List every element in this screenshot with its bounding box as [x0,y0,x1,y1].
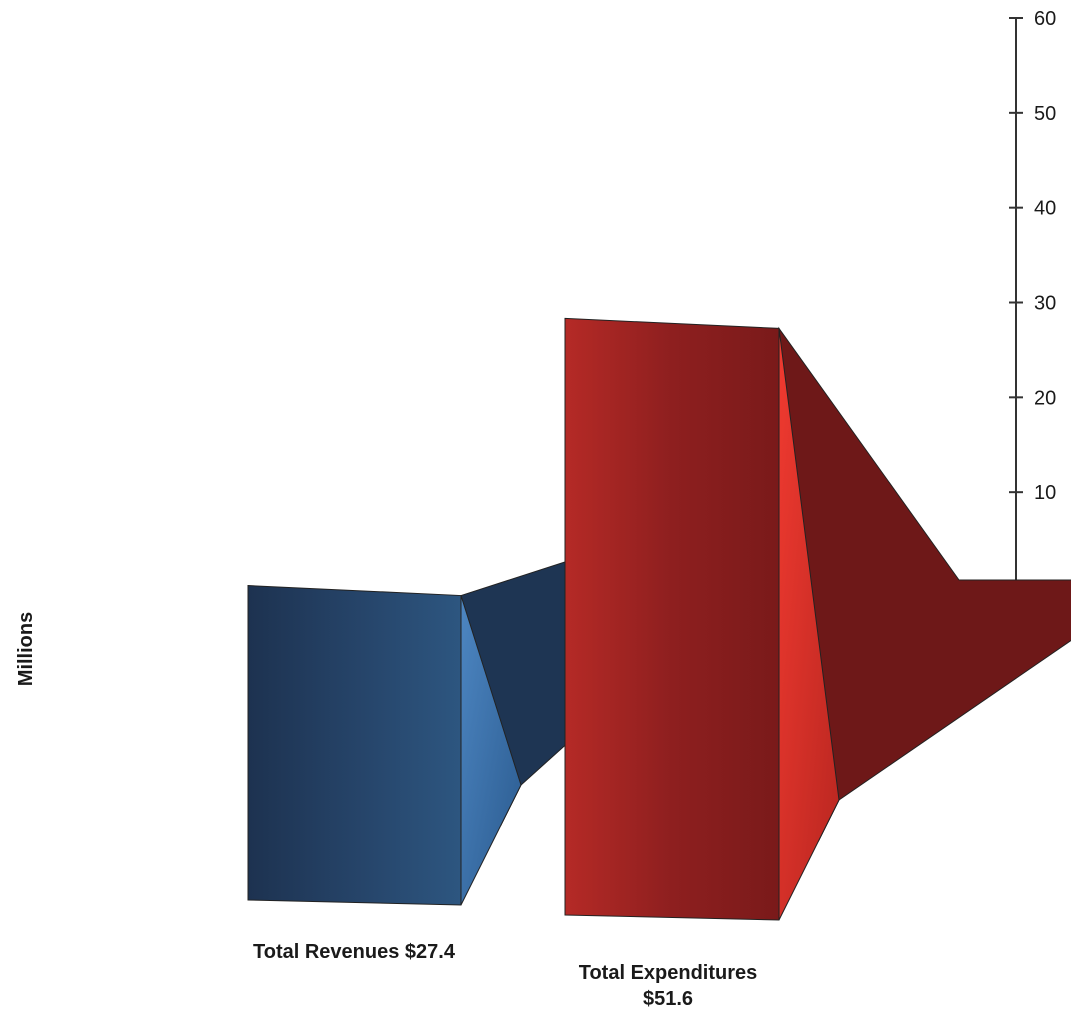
bar-front-face [247,585,462,906]
category-labels: Total Revenues $27.4 Total Expenditures $5… [253,941,757,1010]
bar-revenues [247,559,773,906]
category-label: Total Expenditures $51.6 [579,962,758,1010]
y-tick-label: 30 [1034,293,1056,315]
y-tick-label: 10 [1034,482,1056,504]
y-tick-label: 60 [1034,8,1056,30]
y-tick-label: 50 [1034,103,1056,125]
y-tick-label: 20 [1034,387,1056,409]
y-tick-label: 40 [1034,198,1056,220]
y-axis: 0102030405060 [1009,8,1056,599]
bar-expenditures [564,317,1071,921]
bars [247,317,1071,921]
y-axis-title: Millions [15,612,37,686]
category-label: Total Revenues $27.4 [253,941,456,963]
bar-front-face [564,317,780,921]
